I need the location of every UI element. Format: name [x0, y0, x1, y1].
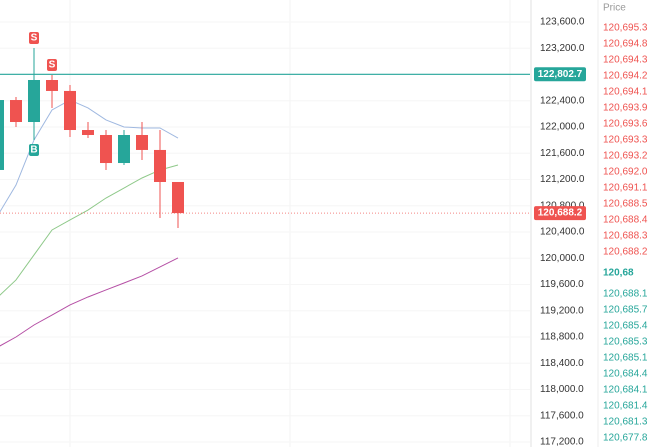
candle-body	[10, 100, 22, 123]
ma-line	[0, 164, 179, 296]
last-price: 120,68	[603, 268, 634, 279]
candle-body	[64, 90, 76, 131]
ask-price: 120,694.3	[603, 55, 648, 66]
ma-line	[0, 257, 179, 347]
signal-label: B	[30, 145, 37, 156]
ask-price: 120,694.8	[603, 39, 648, 50]
candle-body	[154, 149, 166, 182]
ask-price: 120,693.9	[603, 103, 648, 114]
y-tick-label: 119,600.0	[540, 279, 584, 290]
price-tag-label: 120,688.2	[538, 208, 583, 219]
bid-price: 120,685.7	[603, 305, 648, 316]
ask-price: 120,693.2	[603, 151, 648, 162]
price-tag	[534, 67, 586, 82]
signal-marker	[29, 143, 39, 156]
ask-price: 120,693.3	[603, 135, 648, 146]
bid-price: 120,684.1	[603, 385, 648, 396]
y-tick-label: 117,600.0	[540, 410, 584, 421]
ask-price: 120,695.3	[603, 23, 648, 34]
y-tick-label: 120,000.0	[540, 253, 585, 264]
bid-price: 120,681.3	[603, 417, 648, 428]
y-tick-label: 118,000.0	[540, 384, 584, 395]
y-tick-label: 120,800.0	[540, 200, 585, 211]
bid-price: 120,681.4	[603, 401, 648, 412]
y-tick-label: 122,400.0	[540, 95, 585, 106]
ask-price: 120,693.6	[603, 119, 648, 130]
y-tick-label: 121,600.0	[540, 148, 585, 159]
y-tick-label: 119,200.0	[540, 305, 584, 316]
ask-price: 120,688.3	[603, 231, 648, 242]
candle-body	[28, 80, 40, 123]
ask-price: 120,694.1	[603, 87, 648, 98]
bid-price: 120,688.1	[603, 289, 648, 300]
y-tick-label: 123,200.0	[540, 43, 585, 54]
y-tick-label: 118,800.0	[540, 332, 584, 343]
ask-price: 120,688.5	[603, 199, 648, 210]
candle-body	[172, 181, 184, 214]
signal-label: S	[31, 33, 38, 44]
y-tick-label: 121,200.0	[540, 174, 585, 185]
y-tick-label: 122,000.0	[540, 122, 585, 133]
signal-marker	[29, 31, 39, 44]
signal-marker	[47, 59, 57, 72]
candle-body	[0, 100, 4, 170]
candle-body	[118, 134, 130, 164]
ma-line	[0, 99, 179, 213]
candle-body	[82, 130, 94, 135]
ask-price: 120,691.1	[603, 183, 648, 194]
ask-price: 120,694.2	[603, 71, 648, 82]
bid-price: 120,684.4	[603, 369, 648, 380]
ask-price: 120,692.0	[603, 167, 648, 178]
candle-body	[46, 80, 58, 91]
y-tick-label: 120,400.0	[540, 227, 585, 238]
y-tick-label: 118,400.0	[540, 358, 584, 369]
bid-price: 120,685.4	[603, 321, 648, 332]
candle-body	[100, 134, 112, 164]
candle-body	[136, 134, 148, 150]
ask-price: 120,688.4	[603, 215, 648, 226]
signal-label: S	[49, 60, 56, 71]
y-tick-label: 123,600.0	[540, 17, 585, 28]
order-book-header: Price	[603, 3, 626, 14]
price-tag	[534, 206, 586, 221]
bid-price: 120,685.1	[603, 353, 648, 364]
price-tag-label: 122,802.7	[538, 69, 583, 80]
bid-price: 120,685.3	[603, 337, 648, 348]
y-tick-label: 117,200.0	[540, 437, 584, 447]
bid-price: 120,677.8	[603, 433, 648, 444]
ask-price: 120,688.2	[603, 247, 648, 258]
